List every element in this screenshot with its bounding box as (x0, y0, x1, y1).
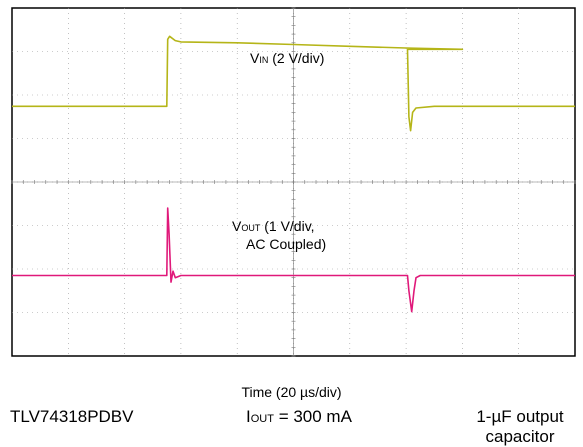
part-number: TLV74318PDBV (10, 407, 134, 426)
oscilloscope-plot (11, 7, 576, 357)
x-axis-label: Time (20 µs/div) (241, 384, 342, 400)
vout-series-label: VOUT (1 V/div, (232, 218, 315, 234)
vin-series-label: VIN (2 V/div) (250, 50, 325, 66)
vout-series-label-line2: AC Coupled) (246, 236, 327, 252)
traces (12, 35, 575, 313)
output-current: IOUT = 300 mA (246, 407, 352, 426)
grid (11, 7, 576, 357)
output-capacitor: 1-µF output capacitor (476, 407, 564, 446)
series-line-vin (12, 35, 575, 132)
series-line-vout (12, 207, 575, 313)
